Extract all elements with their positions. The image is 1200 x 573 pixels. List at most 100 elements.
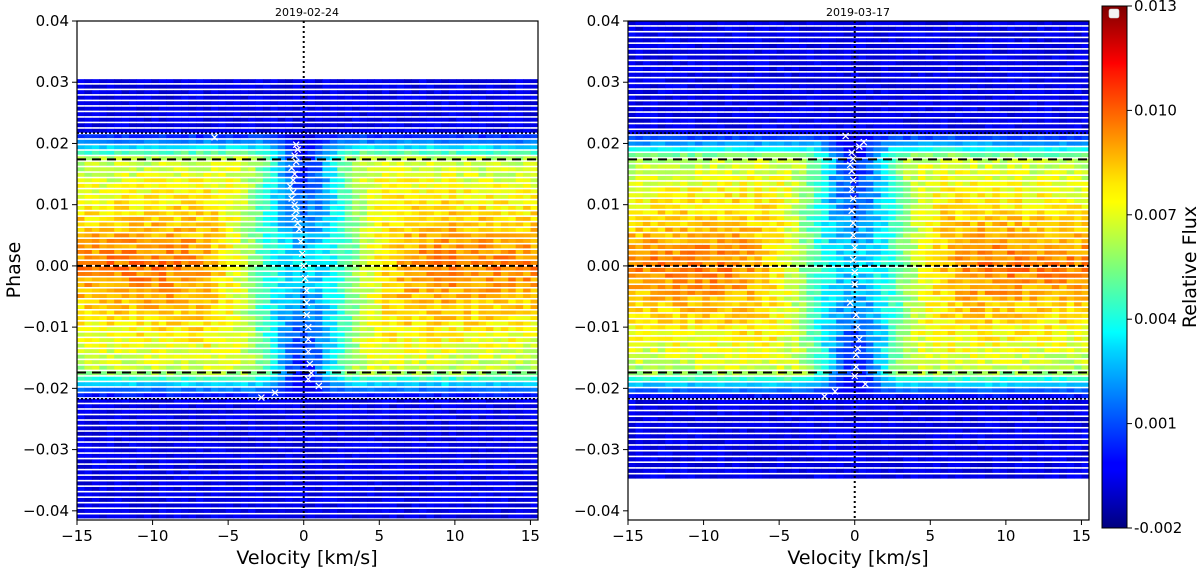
heatmap-cell: [114, 106, 123, 111]
heatmap-cell: [359, 233, 368, 238]
heatmap-cell: [270, 272, 279, 276]
heatmap-cell: [500, 382, 509, 387]
heatmap-cell: [151, 420, 160, 425]
heatmap-cell: [285, 338, 294, 343]
heatmap-cell: [114, 332, 123, 337]
heatmap-cell: [181, 255, 189, 260]
heatmap-cell: [366, 398, 375, 403]
heatmap-cell: [456, 464, 465, 469]
heatmap-cell: [478, 238, 487, 243]
heatmap-cell: [314, 470, 323, 475]
heatmap-cell: [203, 128, 212, 133]
reference-lines: [77, 21, 538, 520]
heatmap-cell: [359, 464, 368, 469]
heatmap-cell: [515, 200, 524, 205]
heatmap-cell: [218, 194, 227, 199]
heatmap-cell: [240, 227, 249, 232]
heatmap-cell: [463, 84, 472, 89]
heatmap-cell: [515, 338, 524, 343]
heatmap-cell: [426, 150, 435, 155]
heatmap-cell: [210, 404, 219, 409]
heatmap-cell: [129, 453, 137, 458]
heatmap-cell: [285, 343, 294, 348]
heatmap-cell: [448, 294, 457, 298]
heatmap-cell: [523, 316, 531, 321]
heatmap-cell: [300, 178, 308, 183]
heatmap-cell: [500, 112, 509, 117]
heatmap-cell: [143, 343, 152, 348]
heatmap-cell: [478, 492, 487, 497]
heatmap-cell: [411, 244, 420, 249]
heatmap-cell: [441, 255, 450, 260]
heatmap-cell: [285, 211, 294, 216]
heatmap-cell: [181, 453, 189, 458]
heatmap-cell: [441, 415, 450, 420]
heatmap-cell: [314, 310, 323, 315]
heatmap-cell: [181, 272, 189, 276]
heatmap-cell: [77, 382, 85, 387]
heatmap-cell: [181, 150, 189, 155]
heatmap-cell: [77, 139, 85, 144]
heatmap-cell: [441, 448, 450, 453]
heatmap-cell: [129, 332, 137, 337]
heatmap-cell: [337, 492, 346, 497]
heatmap-cell: [471, 508, 479, 513]
heatmap-cell: [329, 327, 338, 332]
heatmap-cell: [523, 134, 531, 139]
heatmap-cell: [485, 272, 494, 276]
heatmap-cell: [203, 277, 212, 282]
heatmap-cell: [188, 95, 197, 100]
heatmap-cell: [374, 382, 383, 387]
heatmap-cell: [218, 255, 227, 260]
heatmap-cell: [84, 112, 93, 117]
heatmap-cell: [262, 95, 271, 100]
heatmap-cell: [508, 183, 517, 188]
heatmap-cell: [188, 134, 197, 139]
heatmap-cell: [233, 415, 241, 420]
heatmap-cell: [262, 222, 271, 227]
heatmap-cell: [203, 464, 212, 469]
heatmap-cell: [411, 90, 420, 95]
heatmap-cell: [166, 360, 175, 365]
heatmap-cell: [508, 365, 517, 370]
heatmap-cell: [523, 453, 531, 458]
heatmap-cell: [456, 475, 465, 480]
heatmap-cell: [203, 156, 212, 161]
heatmap-cell: [366, 205, 375, 210]
heatmap-cell: [106, 216, 115, 221]
heatmap-cell: [493, 150, 502, 155]
heatmap-cell: [448, 233, 457, 238]
heatmap-cell: [277, 376, 286, 381]
heatmap-cell: [314, 249, 323, 254]
heatmap-cell: [374, 145, 383, 150]
heatmap-cell: [218, 470, 227, 475]
heatmap-cell: [478, 343, 487, 348]
heatmap-cell: [471, 244, 479, 249]
heatmap-cell: [500, 84, 509, 89]
heatmap-cell: [84, 371, 93, 376]
heatmap-cell: [448, 90, 457, 95]
heatmap-cell: [329, 437, 338, 442]
heatmap-cell: [84, 475, 93, 480]
heatmap-cell: [463, 459, 472, 464]
heatmap-cell: [344, 453, 353, 458]
heatmap-cell: [329, 464, 338, 469]
heatmap-cell: [396, 161, 405, 166]
heatmap-cell: [515, 459, 524, 464]
heatmap-cell: [158, 183, 167, 188]
heatmap-cell: [225, 420, 234, 425]
heatmap-cell: [515, 310, 524, 315]
heatmap-cell: [314, 79, 323, 84]
heatmap-cell: [411, 338, 420, 343]
heatmap-cell: [233, 211, 241, 216]
heatmap-cell: [381, 420, 390, 425]
heatmap-cell: [218, 360, 227, 365]
heatmap-cell: [225, 398, 234, 403]
heatmap-cell: [389, 238, 398, 243]
heatmap-cell: [277, 244, 286, 249]
heatmap-cell: [389, 233, 398, 238]
heatmap-cell: [166, 233, 175, 238]
heatmap-cell: [255, 134, 264, 139]
heatmap-cell: [188, 277, 197, 282]
heatmap-cell: [485, 420, 494, 425]
